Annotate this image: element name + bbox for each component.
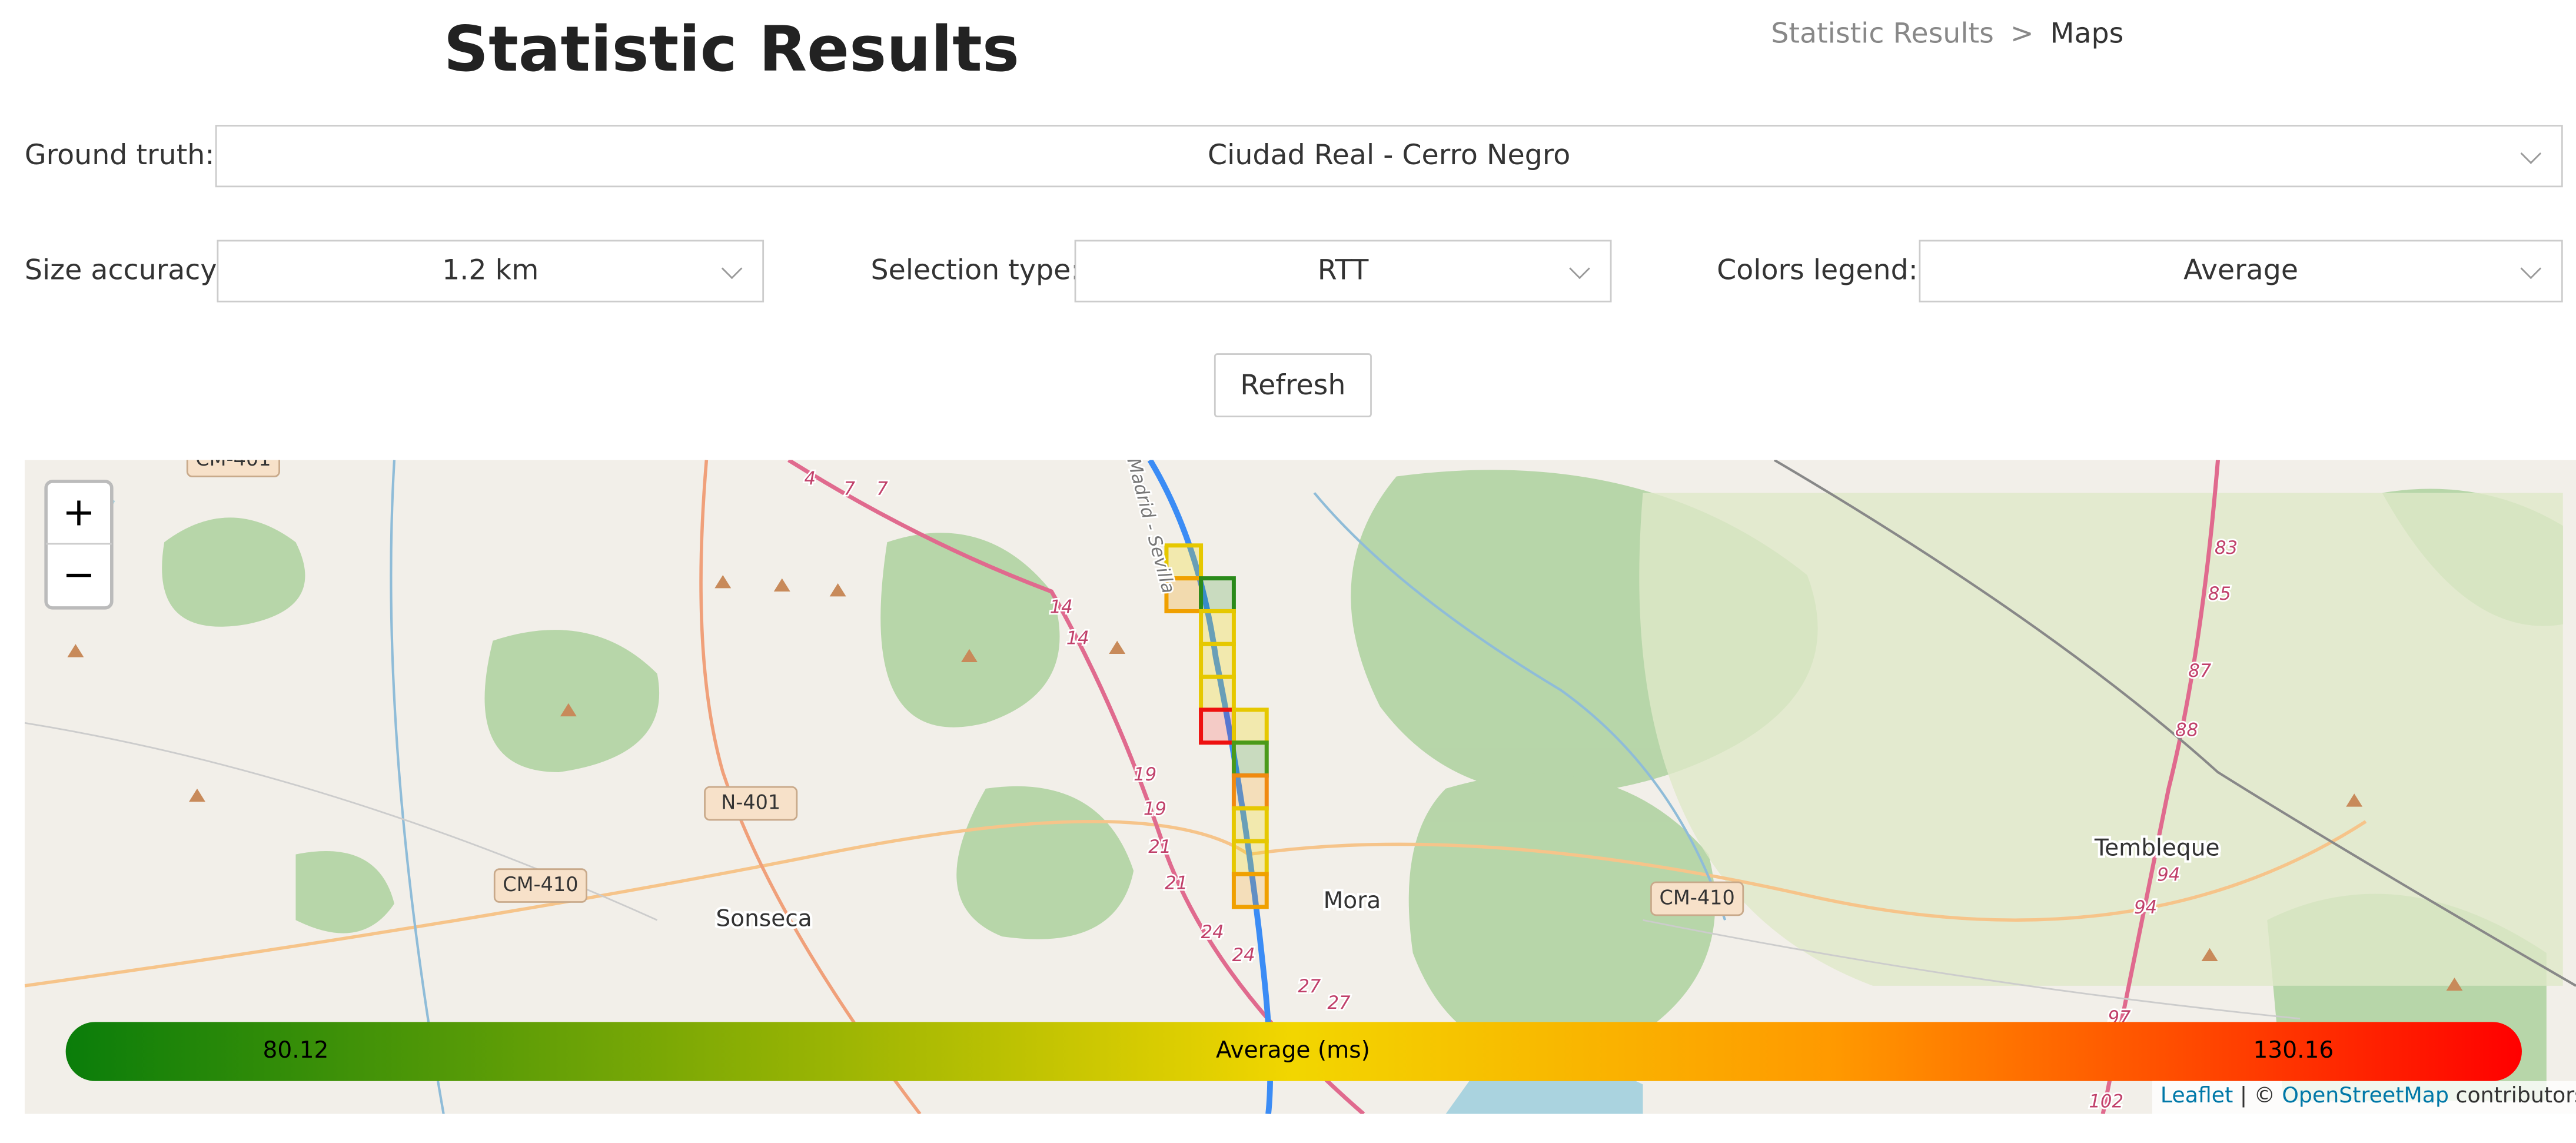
size-accuracy-select[interactable]: 1.2 km <box>217 240 765 303</box>
leaflet-link[interactable]: Leaflet <box>2160 1082 2233 1108</box>
farmland <box>1639 493 2563 986</box>
result-cells <box>1164 543 1269 909</box>
road-number: 7 <box>843 479 855 499</box>
zoom-control: + − <box>44 480 114 610</box>
road-shield-label: CM-401 <box>195 460 271 471</box>
road-shield <box>704 786 798 821</box>
ground-truth-select[interactable]: Ciudad Real - Cerro Negro <box>215 125 2563 188</box>
filter-label: Size accuracy: <box>24 254 225 288</box>
breadcrumb: Statistic Results > Maps <box>1771 18 2140 51</box>
road-number: 24 <box>1232 945 1255 966</box>
road-number: 88 <box>2175 720 2198 741</box>
road-number: 14 <box>1066 628 1089 649</box>
zoom-out[interactable]: − <box>62 551 95 597</box>
road-shield-label: CM-410 <box>1659 886 1734 909</box>
attribution-box <box>2152 1081 2576 1114</box>
road-number: 14 <box>1050 597 1073 617</box>
road-number: 85 <box>2208 584 2231 604</box>
road-number: 102 <box>2089 1092 2123 1112</box>
road-number: 7 <box>876 479 888 499</box>
road-shield <box>493 868 587 903</box>
legend-max: 130.16 <box>2253 1037 2334 1064</box>
road-number: 87 <box>2188 661 2212 682</box>
place-label: Tembleque <box>2094 835 2220 862</box>
attribution-separator: | © <box>2240 1082 2275 1108</box>
place-label: Mora <box>1324 888 1381 914</box>
zoom-in[interactable]: + <box>62 489 95 534</box>
road-number: 27 <box>1328 993 1351 1014</box>
road-shield-label: CM-410 <box>503 873 578 896</box>
legend-bar <box>65 1022 2522 1081</box>
legend-title: Average (ms) <box>1216 1037 1370 1064</box>
selection-type-select[interactable]: RTT <box>1074 240 1612 303</box>
road-shield-label: N-401 <box>721 791 780 814</box>
road-number: 83 <box>2215 538 2238 559</box>
attribution-suffix: contributors <box>2456 1082 2576 1108</box>
breadcrumb-current: Maps <box>2050 18 2124 51</box>
filter-label: Ground truth: <box>24 139 215 173</box>
colors-legend-select[interactable]: Average <box>1919 240 2563 303</box>
road-number: 94 <box>2157 865 2180 885</box>
place-label: Sonseca <box>716 906 812 932</box>
road-number: 94 <box>2134 898 2157 918</box>
road-number: 27 <box>1298 976 1321 997</box>
legend-min: 80.12 <box>263 1037 329 1064</box>
road-shield <box>1650 881 1744 916</box>
road-shield <box>186 460 280 477</box>
filter-label: Selection type: <box>870 254 1081 288</box>
page-title: Statistic Results <box>443 13 1019 86</box>
road-number: 19 <box>1134 765 1156 785</box>
filter-label: Colors legend: <box>1717 254 1918 288</box>
breadcrumb-link[interactable]: Statistic Results <box>1771 18 1994 51</box>
attribution: Leaflet | © OpenStreetMap contributors <box>2160 1082 2576 1108</box>
road-number: 19 <box>1144 799 1166 820</box>
osm-link[interactable]: OpenStreetMap <box>2282 1082 2449 1108</box>
breadcrumb-separator: > <box>2010 18 2034 51</box>
map[interactable]: Sonseca Mora Tembleque CM-401 N-401 CM-410 CM-… <box>24 460 2576 1114</box>
road-number: 4 <box>804 469 816 490</box>
refresh-button[interactable]: Refresh <box>1214 353 1372 418</box>
road-number: 21 <box>1148 837 1171 858</box>
road-number: 21 <box>1165 873 1188 893</box>
road-number: 24 <box>1201 922 1224 943</box>
